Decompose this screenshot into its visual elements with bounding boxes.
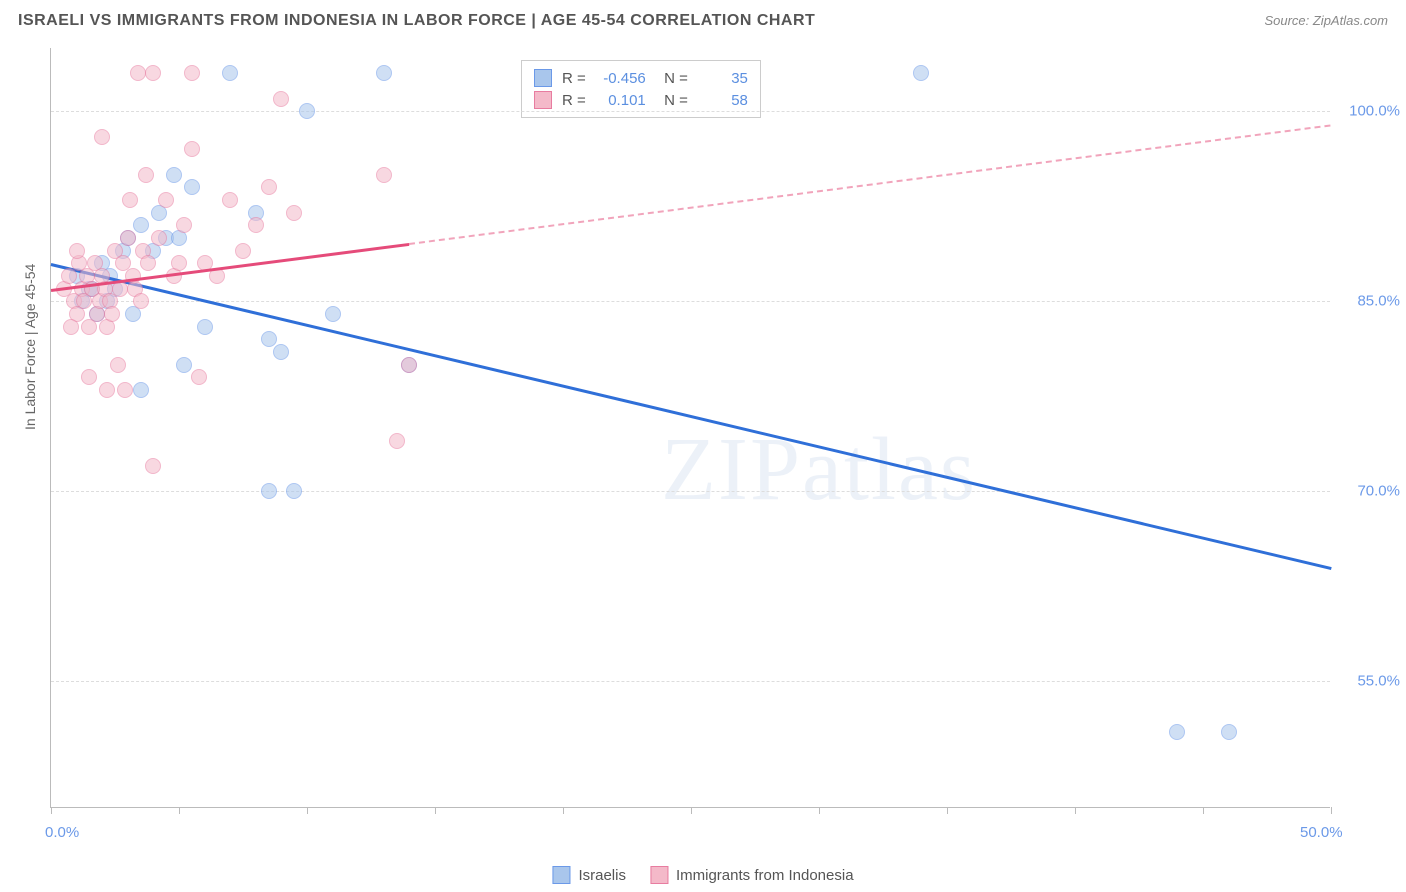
- x-tick: [179, 807, 180, 814]
- legend-swatch-b: [650, 866, 668, 884]
- x-tick: [691, 807, 692, 814]
- gridline: [51, 681, 1330, 682]
- scatter-point: [120, 230, 136, 246]
- scatter-point: [286, 205, 302, 221]
- scatter-point: [273, 91, 289, 107]
- legend-item-a: Israelis: [552, 866, 626, 884]
- x-tick: [307, 807, 308, 814]
- legend-label-a: Israelis: [578, 867, 626, 884]
- scatter-point: [81, 369, 97, 385]
- trend-line-extrapolated: [409, 124, 1331, 245]
- scatter-point: [197, 319, 213, 335]
- legend-label-b: Immigrants from Indonesia: [676, 867, 854, 884]
- scatter-point: [138, 167, 154, 183]
- scatter-point: [261, 331, 277, 347]
- scatter-point: [261, 179, 277, 195]
- scatter-point: [133, 293, 149, 309]
- x-tick: [563, 807, 564, 814]
- n-value-b: 58: [698, 92, 748, 109]
- scatter-point: [176, 357, 192, 373]
- y-tick-label: 85.0%: [1340, 293, 1400, 310]
- gridline: [51, 301, 1330, 302]
- scatter-point: [273, 344, 289, 360]
- r-value-a: -0.456: [596, 70, 646, 87]
- scatter-point: [166, 167, 182, 183]
- x-axis-max-label: 50.0%: [1300, 824, 1343, 841]
- scatter-point: [140, 255, 156, 271]
- x-tick: [435, 807, 436, 814]
- scatter-point: [184, 65, 200, 81]
- stats-row-series-a: R = -0.456 N = 35: [534, 67, 748, 89]
- scatter-point: [1221, 724, 1237, 740]
- y-axis-label: In Labor Force | Age 45-54: [22, 264, 38, 430]
- x-tick: [51, 807, 52, 814]
- trend-line: [51, 263, 1332, 569]
- scatter-point: [299, 103, 315, 119]
- scatter-point: [117, 382, 133, 398]
- y-tick-label: 70.0%: [1340, 483, 1400, 500]
- n-label: N =: [656, 92, 688, 109]
- x-tick: [1075, 807, 1076, 814]
- y-tick-label: 55.0%: [1340, 673, 1400, 690]
- r-label: R =: [562, 70, 586, 87]
- scatter-point: [133, 217, 149, 233]
- scatter-point: [191, 369, 207, 385]
- swatch-series-a: [534, 69, 552, 87]
- scatter-point: [261, 483, 277, 499]
- scatter-point: [94, 129, 110, 145]
- n-value-a: 35: [698, 70, 748, 87]
- scatter-point: [133, 382, 149, 398]
- bottom-legend: Israelis Immigrants from Indonesia: [552, 866, 853, 884]
- x-axis-min-label: 0.0%: [45, 824, 79, 841]
- scatter-point: [184, 141, 200, 157]
- scatter-point: [248, 217, 264, 233]
- scatter-point: [1169, 724, 1185, 740]
- scatter-point: [913, 65, 929, 81]
- scatter-point: [376, 167, 392, 183]
- scatter-point: [110, 357, 126, 373]
- y-tick-label: 100.0%: [1340, 103, 1400, 120]
- scatter-chart: ZIPatlas R = -0.456 N = 35 R = 0.101 N =…: [50, 48, 1330, 808]
- x-tick: [819, 807, 820, 814]
- scatter-point: [325, 306, 341, 322]
- chart-title: ISRAELI VS IMMIGRANTS FROM INDONESIA IN …: [18, 12, 815, 30]
- watermark-text: ZIPatlas: [661, 418, 977, 521]
- scatter-point: [184, 179, 200, 195]
- scatter-point: [122, 192, 138, 208]
- scatter-point: [104, 306, 120, 322]
- x-tick: [947, 807, 948, 814]
- gridline: [51, 491, 1330, 492]
- gridline: [51, 111, 1330, 112]
- scatter-point: [69, 243, 85, 259]
- scatter-point: [145, 458, 161, 474]
- scatter-point: [130, 65, 146, 81]
- scatter-point: [222, 65, 238, 81]
- scatter-point: [389, 433, 405, 449]
- r-value-b: 0.101: [596, 92, 646, 109]
- x-tick: [1203, 807, 1204, 814]
- chart-header: ISRAELI VS IMMIGRANTS FROM INDONESIA IN …: [0, 0, 1406, 36]
- stats-row-series-b: R = 0.101 N = 58: [534, 89, 748, 111]
- correlation-stats-box: R = -0.456 N = 35 R = 0.101 N = 58: [521, 60, 761, 118]
- legend-item-b: Immigrants from Indonesia: [650, 866, 854, 884]
- scatter-point: [158, 192, 174, 208]
- scatter-point: [376, 65, 392, 81]
- scatter-point: [176, 217, 192, 233]
- source-attribution: Source: ZipAtlas.com: [1264, 13, 1388, 28]
- scatter-point: [222, 192, 238, 208]
- swatch-series-b: [534, 91, 552, 109]
- scatter-point: [235, 243, 251, 259]
- scatter-point: [401, 357, 417, 373]
- scatter-point: [286, 483, 302, 499]
- scatter-point: [63, 319, 79, 335]
- scatter-point: [171, 255, 187, 271]
- scatter-point: [151, 230, 167, 246]
- r-label: R =: [562, 92, 586, 109]
- n-label: N =: [656, 70, 688, 87]
- scatter-point: [145, 65, 161, 81]
- scatter-point: [99, 382, 115, 398]
- x-tick: [1331, 807, 1332, 814]
- legend-swatch-a: [552, 866, 570, 884]
